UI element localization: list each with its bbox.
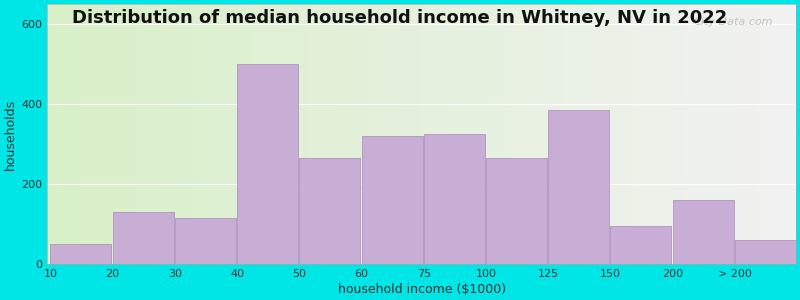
Y-axis label: households: households xyxy=(4,98,17,170)
Bar xyxy=(548,110,609,264)
Bar xyxy=(237,64,298,264)
Bar xyxy=(175,218,236,264)
Bar xyxy=(486,158,547,264)
Bar xyxy=(735,240,796,264)
Bar xyxy=(113,212,174,264)
Bar xyxy=(362,136,422,264)
Bar xyxy=(299,158,360,264)
Text: City-Data.com: City-Data.com xyxy=(694,17,774,27)
Bar xyxy=(673,200,734,264)
Bar xyxy=(610,226,671,264)
X-axis label: household income ($1000): household income ($1000) xyxy=(338,283,506,296)
Text: Distribution of median household income in Whitney, NV in 2022: Distribution of median household income … xyxy=(72,9,728,27)
Bar xyxy=(50,244,111,264)
Bar xyxy=(424,134,485,264)
Text: Multirace residents: Multirace residents xyxy=(324,0,476,1)
